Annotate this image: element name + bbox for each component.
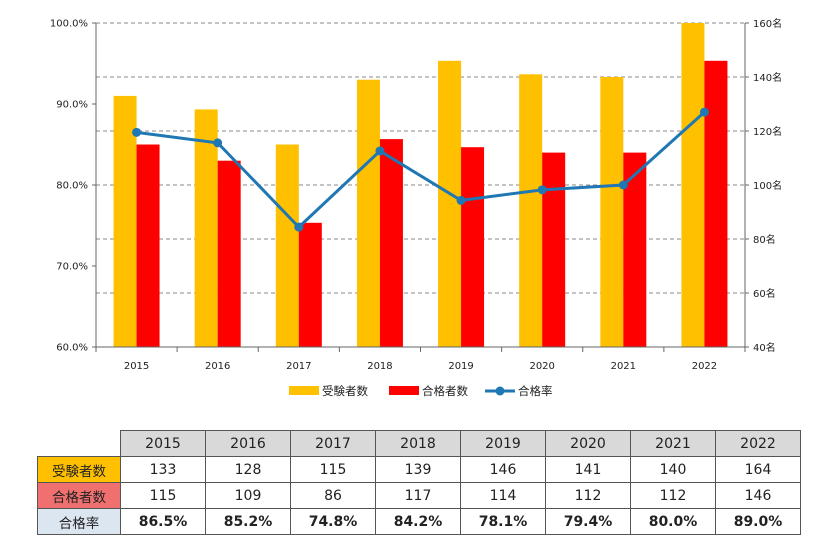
- legend-label: 受験者数: [322, 384, 368, 398]
- pass-rate-point: [213, 138, 223, 148]
- table-cell: 164: [715, 456, 801, 483]
- table-cell: 115: [290, 456, 376, 483]
- pass-rate-point: [132, 127, 142, 137]
- table-row-passers: 合格者数 115 109 86 117 114 112 112 146: [37, 482, 801, 509]
- bar-examinees: [438, 60, 462, 348]
- data-table: 2015 2016 2017 2018 2019 2020 2021 2022 …: [37, 430, 801, 535]
- row-label-passers: 合格者数: [37, 482, 121, 509]
- legend-swatch: [289, 386, 319, 395]
- pass-rate-point: [537, 185, 547, 195]
- table-year: 2017: [290, 430, 376, 457]
- table-cell: 117: [375, 482, 461, 509]
- table-cell: 115: [120, 482, 206, 509]
- pass-rate-point: [699, 107, 709, 117]
- x-tick-label: 2018: [367, 361, 392, 372]
- legend-swatch: [495, 386, 505, 396]
- x-tick-label: 2022: [692, 361, 717, 372]
- table-cell: 74.8%: [290, 508, 376, 535]
- y-left-tick-label: 90.0%: [56, 100, 88, 111]
- bar-passers: [542, 152, 566, 347]
- bar-passers: [379, 139, 403, 347]
- table-year: 2021: [630, 430, 716, 457]
- bar-passers: [623, 152, 647, 347]
- bar-examinees: [194, 109, 218, 348]
- bar-examinees: [356, 79, 380, 347]
- table-row-examinees: 受験者数 133 128 115 139 146 141 140 164: [37, 456, 801, 483]
- x-tick-label: 2020: [529, 361, 554, 372]
- table-cell: 78.1%: [460, 508, 546, 535]
- table-year: 2020: [545, 430, 631, 457]
- x-tick-label: 2019: [448, 361, 473, 372]
- table-cell: 84.2%: [375, 508, 461, 535]
- x-tick-label: 2016: [205, 361, 230, 372]
- y-left-tick-label: 100.0%: [50, 19, 88, 30]
- table-cell: 89.0%: [715, 508, 801, 535]
- table-cell: 128: [205, 456, 291, 483]
- table-header-row: 2015 2016 2017 2018 2019 2020 2021 2022: [37, 430, 801, 457]
- table-year: 2015: [120, 430, 206, 457]
- legend-label: 合格率: [518, 384, 553, 398]
- x-tick-label: 2015: [124, 361, 149, 372]
- table-cell: 109: [205, 482, 291, 509]
- bar-passers: [136, 144, 160, 347]
- pass-rate-point: [294, 222, 304, 232]
- combo-chart: 60.0% 70.0% 80.0% 90.0% 100.0% 40名 60名 80名 100名 1…: [50, 17, 782, 398]
- table-cell: 112: [545, 482, 631, 509]
- pass-rate-point: [456, 195, 466, 205]
- table-corner: [37, 430, 121, 457]
- y-right-tick-label: 100名: [753, 179, 782, 192]
- y-left-tick-label: 80.0%: [56, 181, 88, 192]
- table-cell: 80.0%: [630, 508, 716, 535]
- legend-label: 合格者数: [422, 384, 468, 398]
- table-cell: 112: [630, 482, 716, 509]
- bar-examinees: [681, 23, 705, 347]
- y-right-tick-label: 140名: [753, 71, 782, 84]
- y-right-tick-label: 40名: [753, 341, 776, 354]
- table-cell: 79.4%: [545, 508, 631, 535]
- table-year: 2016: [205, 430, 291, 457]
- y-right-tick-label: 60名: [753, 287, 776, 300]
- row-label-pass-rate: 合格率: [37, 508, 121, 535]
- pass-rate-point: [375, 146, 385, 156]
- pass-rate-line: [136, 110, 706, 230]
- x-tick-label: 2021: [611, 361, 636, 372]
- bar-examinees: [275, 144, 299, 347]
- table-cell: 86.5%: [120, 508, 206, 535]
- legend-swatch: [389, 386, 419, 395]
- table-cell: 85.2%: [205, 508, 291, 535]
- pass-rate-point: [618, 180, 628, 190]
- bar-examinees: [113, 95, 137, 348]
- y-left-tick-label: 60.0%: [56, 343, 88, 354]
- table-cell: 114: [460, 482, 546, 509]
- table-year: 2022: [715, 430, 801, 457]
- bar-passers: [217, 160, 241, 347]
- table-year: 2019: [460, 430, 546, 457]
- row-label-examinees: 受験者数: [37, 456, 121, 483]
- y-right-tick-label: 160名: [753, 17, 782, 30]
- table-cell: 133: [120, 456, 206, 483]
- table-cell: 86: [290, 482, 376, 509]
- y-right-tick-label: 80名: [753, 233, 776, 246]
- table-cell: 141: [545, 456, 631, 483]
- bar-examinees: [519, 74, 543, 348]
- bar-passers: [704, 60, 728, 348]
- table-cell: 140: [630, 456, 716, 483]
- bar-examinees: [600, 77, 624, 347]
- x-tick-label: 2017: [286, 361, 311, 372]
- bar-passers: [461, 147, 485, 347]
- bar-passers: [298, 222, 322, 347]
- y-right-tick-label: 120名: [753, 125, 782, 138]
- y-left-tick-label: 70.0%: [56, 262, 88, 273]
- table-cell: 139: [375, 456, 461, 483]
- table-cell: 146: [460, 456, 546, 483]
- table-row-pass-rate: 合格率 86.5% 85.2% 74.8% 84.2% 78.1% 79.4% …: [37, 508, 801, 535]
- table-year: 2018: [375, 430, 461, 457]
- table-cell: 146: [715, 482, 801, 509]
